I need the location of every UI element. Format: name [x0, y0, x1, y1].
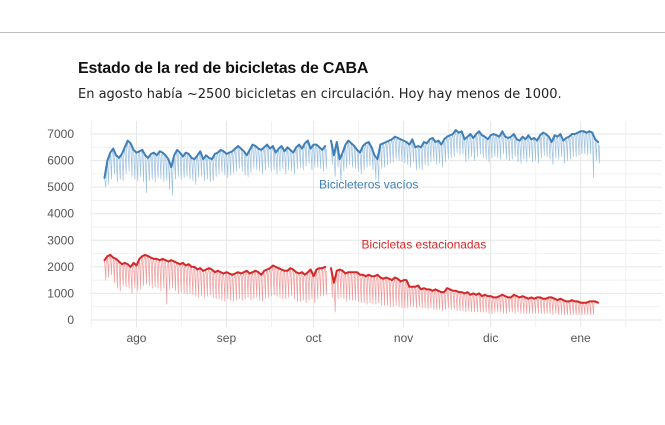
empty_docks-daily-line	[103, 139, 327, 179]
y-tick-label: 1000	[47, 286, 74, 300]
parked_bikes-daily-line	[330, 267, 600, 304]
y-tick-label: 7000	[47, 127, 74, 141]
axis-labels: 0 1000 2000 3000 4000 5000 6000 7000 ago sep oct no…	[47, 127, 591, 345]
top-divider	[0, 32, 665, 33]
x-tick-label-ago: ago	[126, 331, 146, 345]
x-tick-label-nov: nov	[394, 331, 413, 345]
parked_bikes-daily-line	[103, 253, 327, 278]
x-tick-label-oct: oct	[306, 331, 323, 345]
x-tick-label-sep: sep	[217, 331, 237, 345]
y-tick-label: 5000	[47, 180, 74, 194]
series-layer	[103, 129, 601, 316]
parked_bikes-hourly-trace	[104, 254, 596, 316]
empty_docks-daily-line	[330, 129, 600, 161]
empty_docks-annotation: Bicicleteros vacíos	[319, 177, 418, 191]
parked_bikes-annotation: Bicicletas estacionadas	[362, 237, 487, 251]
chart-title: Estado de la red de bicicletas de CABA	[78, 60, 369, 77]
x-tick-label-dic: dic	[483, 331, 498, 345]
y-tick-label: 2000	[47, 260, 74, 274]
y-tick-label: 0	[67, 313, 74, 327]
y-tick-label: 3000	[47, 233, 74, 247]
x-tick-label-ene: ene	[571, 331, 591, 345]
y-tick-label: 4000	[47, 207, 74, 221]
y-tick-label: 6000	[47, 154, 74, 168]
chart-subtitle: En agosto había ~2500 bicicletas en circ…	[78, 87, 562, 102]
annotation-layer: Bicicleteros vacíos Bicicletas estacionad…	[319, 177, 486, 251]
